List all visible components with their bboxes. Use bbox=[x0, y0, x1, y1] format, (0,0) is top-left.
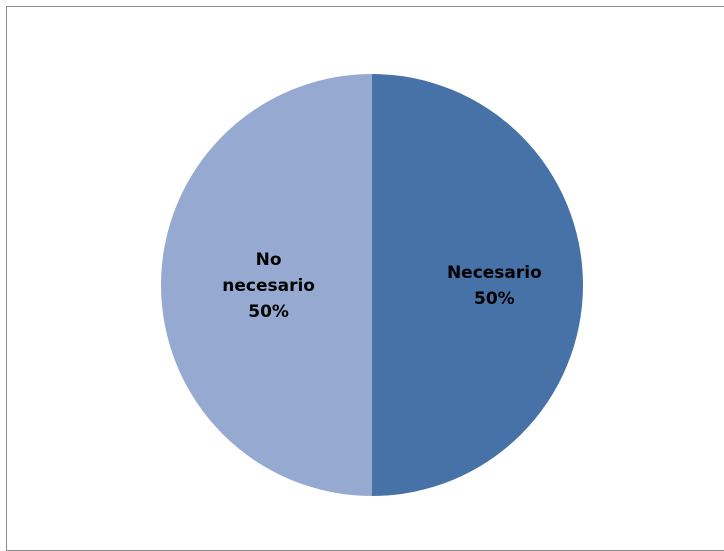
data-label-necesario: Necesario 50% bbox=[447, 263, 542, 309]
pie-slice-no-necesario bbox=[161, 74, 372, 496]
pie-slices bbox=[161, 74, 583, 496]
pie-slice-necesario bbox=[372, 74, 583, 496]
data-label-no-necesario: No necesario 50% bbox=[222, 250, 315, 322]
slice-labels: Necesario 50% No necesario 50% bbox=[222, 250, 542, 322]
